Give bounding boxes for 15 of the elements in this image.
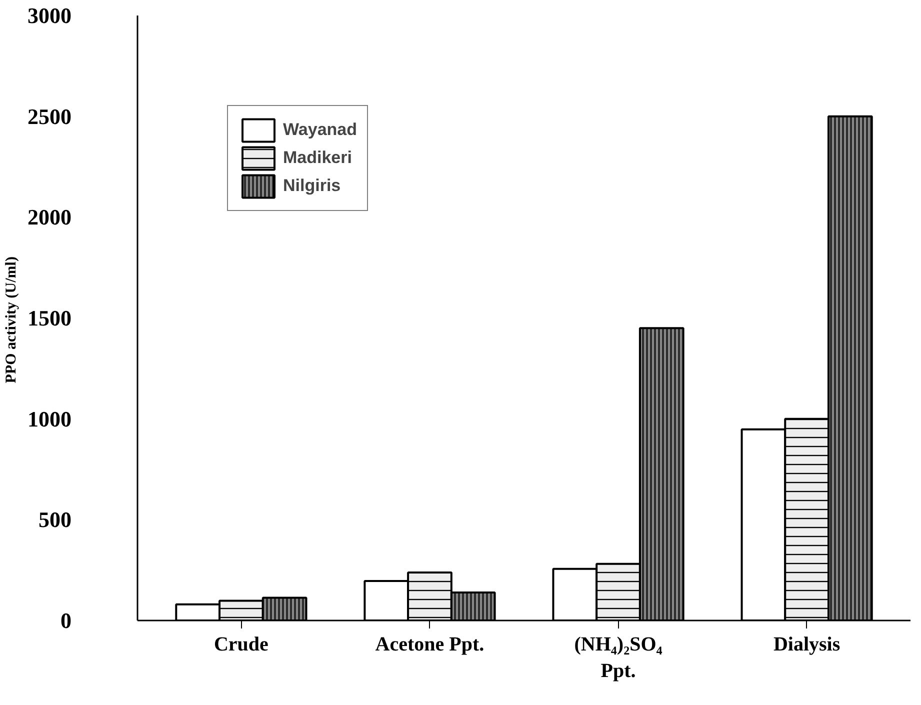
y-tick-label: 2500 (28, 104, 72, 129)
legend-label: Wayanad (283, 120, 358, 140)
legend-label: Nilgiris (283, 176, 341, 196)
x-tick-label: (NH₄)₂SO₄ Ppt. (574, 634, 662, 682)
y-axis-title: PPO activity (U/ml) (4, 256, 20, 384)
y-tick-label: 1000 (28, 406, 72, 432)
x-tick-label: Dialysis (773, 634, 840, 656)
y-tick-label: 0 (60, 608, 72, 633)
y-tick-label: 2000 (28, 204, 72, 230)
x-tick-label: Crude (214, 634, 269, 656)
y-tick-label: 500 (38, 507, 72, 532)
x-tick-label: Acetone Ppt. (375, 634, 484, 656)
legend-label: Madikeri (283, 148, 352, 168)
y-tick-label: 3000 (28, 3, 72, 28)
y-tick-label: 1500 (28, 306, 72, 330)
